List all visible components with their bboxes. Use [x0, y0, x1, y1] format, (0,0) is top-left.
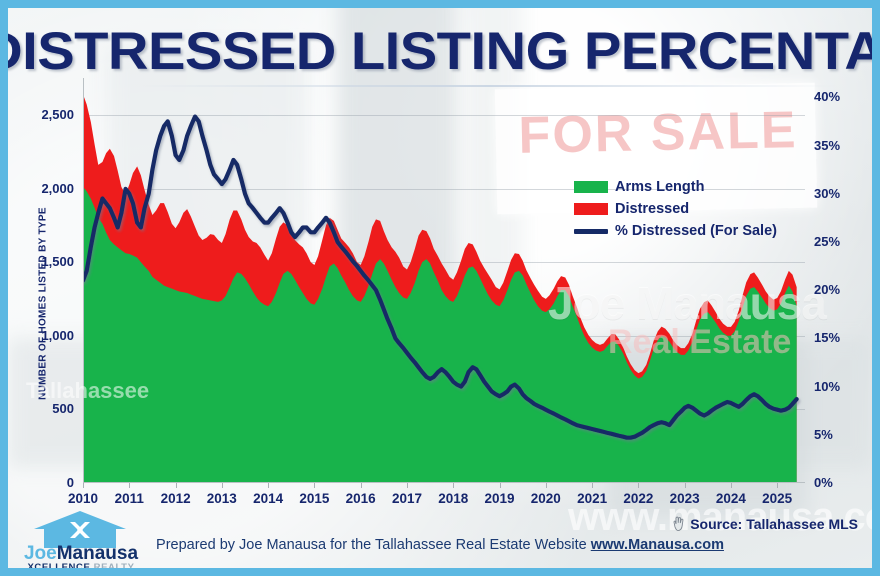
x-axis-tick-label: 2022: [623, 491, 654, 506]
x-axis-tick: [592, 483, 594, 488]
x-axis-tick: [777, 483, 779, 488]
footer-credit: Prepared by Joe Manausa for the Tallahas…: [8, 537, 872, 553]
logo-tagline-cellence: CELLENCE: [34, 562, 91, 568]
footer-credit-link[interactable]: www.Manausa.com: [590, 537, 724, 553]
x-axis-tick-label: 2010: [67, 491, 99, 506]
y-axis-left-tick-label: 0: [66, 475, 74, 490]
y-axis-left-tick-label: 2,500: [41, 106, 74, 122]
x-axis-tick: [638, 483, 640, 488]
legend-item-percent-distressed[interactable]: % Distressed (For Sale): [574, 220, 777, 242]
x-axis-tick: [453, 483, 455, 488]
x-axis-tick-label: 2019: [484, 491, 515, 506]
y-axis-left-tick-label: 2,000: [41, 180, 74, 196]
x-axis-tick: [407, 483, 408, 488]
y-axis-right-tick-label: 5%: [814, 426, 833, 442]
x-axis-tick-label: 2021: [577, 491, 608, 506]
x-axis-tick: [499, 483, 501, 488]
x-axis-tick: [221, 483, 223, 488]
y-axis-right-tick-label: 25%: [814, 233, 841, 249]
y-axis-right-tick-label: 10%: [814, 378, 841, 394]
brand-logo[interactable]: JoeManausa XCELLENCE REALTY www.manausa.…: [14, 508, 146, 568]
x-axis-tick-label: 2024: [715, 491, 746, 506]
legend-line-navy: [574, 228, 608, 234]
x-axis-tick-label: 2023: [669, 491, 700, 506]
legend-label-percent-distressed: % Distressed (For Sale): [615, 223, 777, 239]
gridline: [83, 114, 805, 116]
x-axis-tick-label: 2020: [530, 491, 561, 506]
watermark-brand: Joe Manausa: [548, 277, 827, 329]
watermark-brand-sub: Real Estate: [608, 323, 792, 361]
hand-pointer-icon: [671, 516, 686, 532]
x-axis-tick: [175, 483, 177, 488]
y-axis-right-tick-label: 30%: [814, 185, 841, 201]
title-divider: [138, 85, 838, 87]
x-axis-tick: [684, 483, 686, 488]
x-axis-tick: [360, 483, 362, 488]
area-arms-length: [83, 186, 797, 483]
x-axis-tick-label: 2016: [345, 491, 376, 506]
chart-legend: Arms Length Distressed % Distressed (For…: [574, 176, 777, 242]
logo-tagline-realty: REALTY: [90, 562, 135, 568]
y-axis-left-tick-label: 1,500: [41, 254, 74, 270]
y-axis-left-tick-label: 500: [52, 401, 74, 417]
x-axis-tick: [314, 483, 316, 488]
footer-credit-text: Prepared by Joe Manausa for the Tallahas…: [156, 537, 591, 553]
x-axis-tick: [83, 483, 84, 488]
x-axis-tick: [268, 483, 270, 488]
logo-first-name: Joe: [23, 543, 57, 564]
line-percent-distressed: [83, 114, 799, 440]
source-note: Source: Tallahassee MLS: [671, 516, 858, 532]
gridline: [83, 262, 805, 264]
y-axis-right-tick-label: 40%: [814, 89, 841, 105]
plot-clip: [83, 78, 805, 483]
watermark-url: www.manausa.com: [568, 495, 872, 539]
logo-last-name: Manausa: [56, 543, 139, 564]
legend-item-distressed[interactable]: Distressed: [574, 198, 777, 220]
source-text: Source: Tallahassee MLS: [690, 516, 858, 532]
x-axis-tick-label: 2012: [160, 491, 191, 506]
x-axis-tick-label: 2017: [391, 491, 423, 506]
legend-label-distressed: Distressed: [615, 201, 690, 217]
x-axis-tick-label: 2011: [114, 491, 144, 506]
legend-label-arms-length: Arms Length: [615, 179, 705, 195]
y-axis-right-tick-label: 15%: [814, 330, 841, 346]
x-axis-tick-label: 2015: [299, 491, 330, 506]
x-axis-tick: [129, 483, 131, 488]
x-axis-tick-label: 2013: [206, 491, 237, 506]
logo-tagline-x: X: [27, 562, 35, 568]
x-axis-tick: [545, 483, 547, 488]
logo-wordmark: JoeManausa: [18, 544, 144, 564]
watermark-left: Tallahassee: [26, 378, 150, 403]
chart-panel: FOR SALE DISTRESSED LISTING PERCENTAGE N…: [8, 8, 872, 568]
x-axis-tick-label: 2018: [438, 491, 469, 506]
page-title: DISTRESSED LISTING PERCENTAGE: [8, 22, 872, 81]
legend-swatch-red: [574, 203, 608, 215]
y-axis-right-tick-label: 20%: [814, 282, 841, 298]
x-axis-tick: [730, 483, 732, 488]
chart-svg: [83, 94, 799, 483]
gridline: [83, 188, 805, 190]
legend-swatch-green: [574, 181, 608, 193]
house-icon: [34, 511, 126, 548]
y-axis-left-tick-label: 1,000: [41, 327, 74, 343]
x-axis-tick-label: 2025: [762, 491, 793, 506]
logo-tagline: XCELLENCE REALTY: [18, 562, 144, 568]
y-axis-right-tick-label: 35%: [814, 137, 841, 153]
y-axis-right-tick-label: 0%: [814, 475, 833, 490]
legend-item-arms-length[interactable]: Arms Length: [574, 176, 777, 198]
x-axis-tick-label: 2014: [253, 491, 284, 506]
